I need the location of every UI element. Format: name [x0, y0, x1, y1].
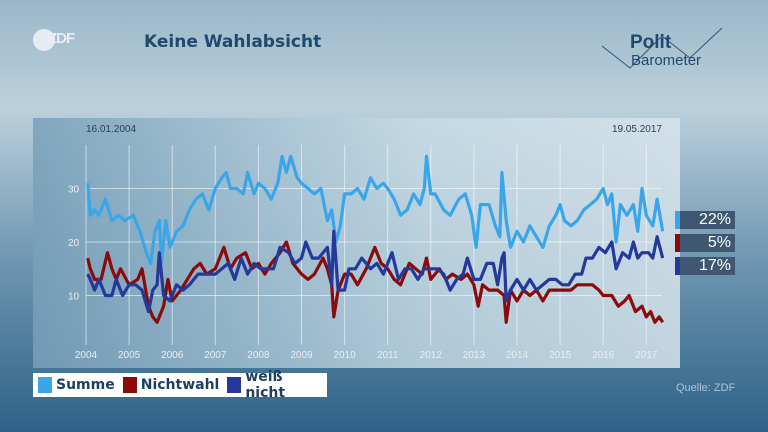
series-line-weiss-nicht — [86, 229, 665, 314]
color-marker — [675, 234, 680, 252]
zdf-logo — [33, 29, 55, 51]
zdf-logo-text: ZDF — [48, 30, 75, 47]
legend-item-summe: Summe — [38, 377, 115, 393]
legend-item-weiss-nicht: weiß nicht — [227, 369, 327, 401]
value-badge-weiss-nicht: 17% — [675, 257, 735, 275]
color-marker — [675, 211, 680, 229]
x-tick-label: 2017 — [635, 350, 658, 361]
y-tick-label: 20 — [68, 238, 80, 249]
legend-swatch — [227, 377, 242, 393]
x-tick-label: 2015 — [549, 350, 572, 361]
source-label: Quelle: ZDF — [676, 382, 736, 394]
end-date-label: 19.05.2017 — [612, 124, 662, 135]
series-line-summe — [86, 154, 665, 265]
x-tick-label: 2013 — [463, 350, 486, 361]
x-tick-label: 2016 — [592, 350, 615, 361]
brand-polit: Polit — [630, 32, 672, 53]
legend-item-nichtwahl: Nichtwahl — [122, 377, 220, 393]
x-tick-label: 2004 — [75, 350, 98, 361]
x-tick-label: 2010 — [333, 350, 356, 361]
value-label: 5% — [707, 234, 731, 251]
legend-swatch — [122, 377, 137, 393]
value-badge-nichtwahl: 5% — [675, 234, 735, 252]
x-tick-label: 2005 — [118, 350, 141, 361]
chart-panel — [33, 118, 680, 368]
x-tick-label: 2006 — [161, 350, 184, 361]
x-tick-label: 2008 — [247, 350, 270, 361]
y-tick-label: 10 — [68, 292, 80, 303]
legend-label: Nichtwahl — [140, 377, 220, 393]
color-marker — [675, 257, 680, 275]
value-label: 17% — [698, 257, 731, 274]
legend-label: Summe — [56, 377, 115, 393]
value-badge-summe: 22% — [675, 211, 735, 229]
legend-swatch — [38, 377, 52, 393]
brand-barometer: Barometer — [631, 52, 702, 69]
x-tick-label: 2014 — [506, 350, 529, 361]
legend: Summe Nichtwahl weiß nicht — [33, 369, 327, 401]
x-tick-label: 2009 — [290, 350, 313, 361]
x-tick-label: 2011 — [377, 350, 399, 361]
series-line-nichtwahl — [86, 240, 665, 324]
y-tick-label: 30 — [68, 185, 80, 196]
x-tick-label: 2007 — [204, 350, 227, 361]
value-label: 22% — [698, 211, 731, 228]
legend-label: weiß nicht — [245, 369, 286, 401]
x-tick-label: 2012 — [420, 350, 443, 361]
start-date-label: 16.01.2004 — [86, 124, 136, 135]
politbarometer-logo-zigzag — [601, 27, 723, 69]
page-title: Keine Wahlabsicht — [144, 32, 322, 52]
